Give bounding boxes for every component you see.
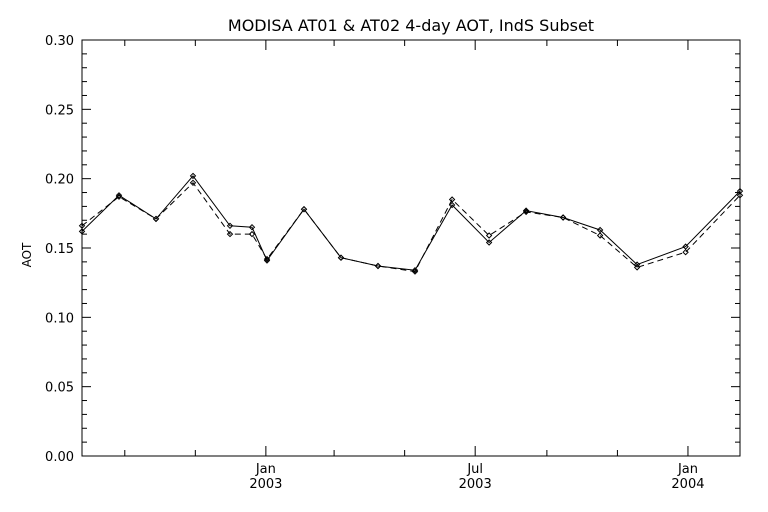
x-tick-label-year: 2004 (671, 477, 704, 492)
y-tick-label: 0.20 (45, 173, 74, 188)
data-point-marker (248, 223, 256, 231)
x-tick-label-year: 2003 (249, 477, 282, 492)
data-point-marker (189, 172, 197, 180)
data-point-marker (78, 228, 86, 235)
series-line-solid (81, 175, 741, 271)
data-point-marker (559, 214, 567, 221)
series-layer (78, 172, 744, 275)
data-point-marker (189, 179, 197, 187)
y-axis-label: AOT (20, 242, 34, 267)
x-tick-label-month: Jul (466, 462, 483, 477)
data-point-marker (115, 193, 123, 200)
data-point-marker (300, 205, 308, 213)
y-tick-label: 0.05 (45, 381, 74, 396)
data-point-marker (596, 232, 604, 239)
y-tick-label: 0.15 (45, 242, 74, 257)
series-line-dashed (81, 182, 741, 273)
data-point-marker (485, 239, 493, 246)
data-point-marker (633, 261, 641, 268)
data-point-marker (374, 262, 382, 270)
y-tick-label: 0.30 (45, 34, 74, 49)
data-point-marker (736, 192, 744, 199)
plot-frame (81, 39, 741, 457)
y-tick-label: 0.10 (45, 311, 74, 326)
data-point-marker (78, 222, 86, 230)
axis-ticks (82, 39, 740, 457)
data-point-marker (248, 230, 256, 238)
x-tick-label-year: 2003 (459, 477, 492, 492)
y-tick-labels: 0.00 0.05 0.10 0.15 0.20 0.25 0.30 (45, 34, 74, 465)
data-point-marker (226, 222, 234, 230)
x-tick-label-month: Jan (677, 462, 698, 477)
data-point-marker (736, 187, 744, 195)
data-point-marker (263, 255, 271, 263)
y-tick-label: 0.25 (45, 103, 74, 118)
data-point-marker (337, 254, 345, 261)
data-point-marker (226, 230, 234, 238)
data-point-marker (411, 268, 419, 275)
data-point-marker (448, 196, 456, 203)
x-tick-label-month: Jan (255, 462, 276, 477)
data-point-marker (152, 215, 160, 223)
chart-title: MODISA AT01 & AT02 4-day AOT, IndS Subse… (228, 16, 594, 35)
data-point-marker (411, 266, 419, 274)
data-point-marker (448, 201, 456, 209)
data-point-marker (485, 232, 493, 239)
data-point-marker (115, 192, 123, 199)
data-point-marker (522, 207, 530, 214)
y-tick-label: 0.00 (45, 450, 74, 465)
data-point-marker (682, 248, 689, 256)
data-point-marker (522, 208, 530, 216)
data-point-marker (633, 264, 641, 271)
